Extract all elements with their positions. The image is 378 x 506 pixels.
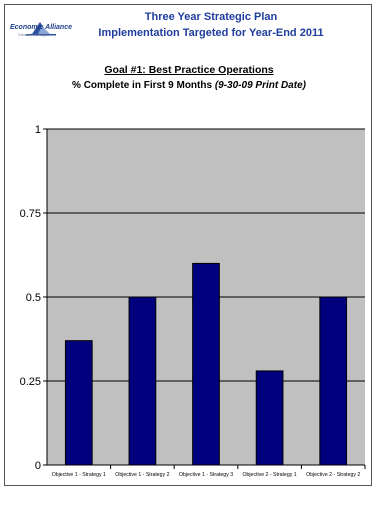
- bar: [192, 262, 220, 466]
- bar: [319, 296, 348, 466]
- y-tick-label: 0.5: [26, 292, 41, 304]
- logo-subtitle: Greater Port Region: [18, 33, 50, 37]
- y-tick-label: 0.75: [20, 208, 41, 220]
- chart-subtitle-main: % Complete in First 9 Months: [72, 80, 215, 91]
- chart-subtitle-note: (9-30-09 Print Date): [214, 80, 306, 91]
- x-tick-label: Objective 1 - Strategy 2: [115, 472, 169, 478]
- x-tick-label: Objective 1 - Strategy 3: [179, 472, 233, 478]
- x-tick-label: Objective 2 - Strategy 1: [242, 472, 296, 478]
- y-tick-label: 1: [35, 124, 41, 136]
- x-tick-label: Objective 2 - Strategy 2: [306, 472, 360, 478]
- x-tick-label: Objective 1 - Strategy 1: [52, 472, 106, 478]
- y-tick-label: 0.25: [20, 376, 41, 388]
- chart-subtitle: % Complete in First 9 Months (9-30-09 Pr…: [0, 80, 378, 91]
- y-tick-label: 0: [35, 460, 41, 472]
- logo-icon: [26, 22, 56, 36]
- bar: [255, 370, 284, 466]
- chart-title: Goal #1: Best Practice Operations: [104, 64, 274, 76]
- bar: [128, 296, 157, 466]
- page-title-line2: Implementation Targeted for Year-End 201…: [98, 27, 324, 39]
- logo-name: Economic Alliance: [10, 24, 72, 31]
- page-title-line1: Three Year Strategic Plan: [144, 11, 278, 23]
- bar: [64, 340, 93, 466]
